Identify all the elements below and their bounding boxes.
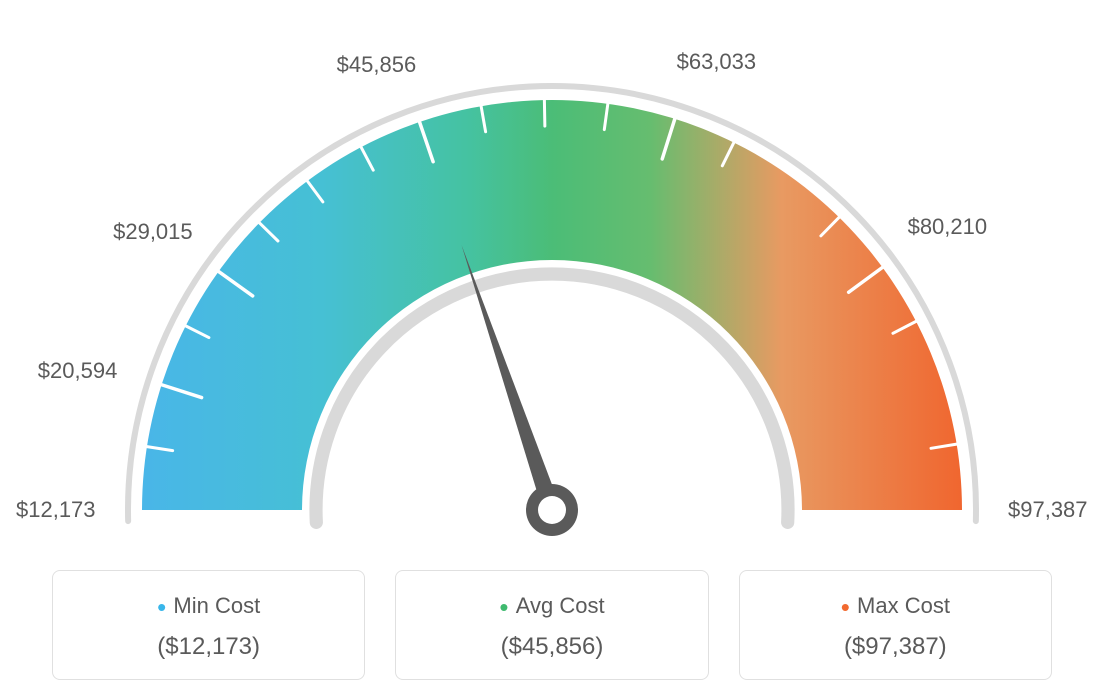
legend-row: Min Cost ($12,173) Avg Cost ($45,856) Ma…: [52, 570, 1052, 680]
legend-avg-title: Avg Cost: [406, 593, 697, 619]
gauge-svg: [20, 20, 1084, 540]
gauge-tick-label: $80,210: [908, 214, 988, 240]
gauge-tick-label: $45,856: [337, 52, 417, 78]
legend-max-value: ($97,387): [750, 633, 1041, 661]
gauge-tick-label: $63,033: [677, 49, 757, 75]
gauge-needle: [462, 245, 561, 513]
legend-min-value: ($12,173): [63, 633, 354, 661]
legend-card-min: Min Cost ($12,173): [52, 570, 365, 680]
gauge-tick-label: $12,173: [16, 497, 96, 523]
legend-min-title: Min Cost: [63, 593, 354, 619]
legend-avg-value: ($45,856): [406, 633, 697, 661]
gauge-tick-label: $97,387: [1008, 497, 1088, 523]
gauge-needle-hub-hole: [538, 496, 566, 524]
legend-card-max: Max Cost ($97,387): [739, 570, 1052, 680]
gauge-arc: [142, 100, 962, 510]
gauge-tick-label: $29,015: [113, 219, 193, 245]
gauge-chart: $12,173$20,594$29,015$45,856$63,033$80,2…: [20, 20, 1084, 540]
legend-card-avg: Avg Cost ($45,856): [395, 570, 708, 680]
gauge-tick-label: $20,594: [38, 358, 118, 384]
legend-max-title: Max Cost: [750, 593, 1041, 619]
